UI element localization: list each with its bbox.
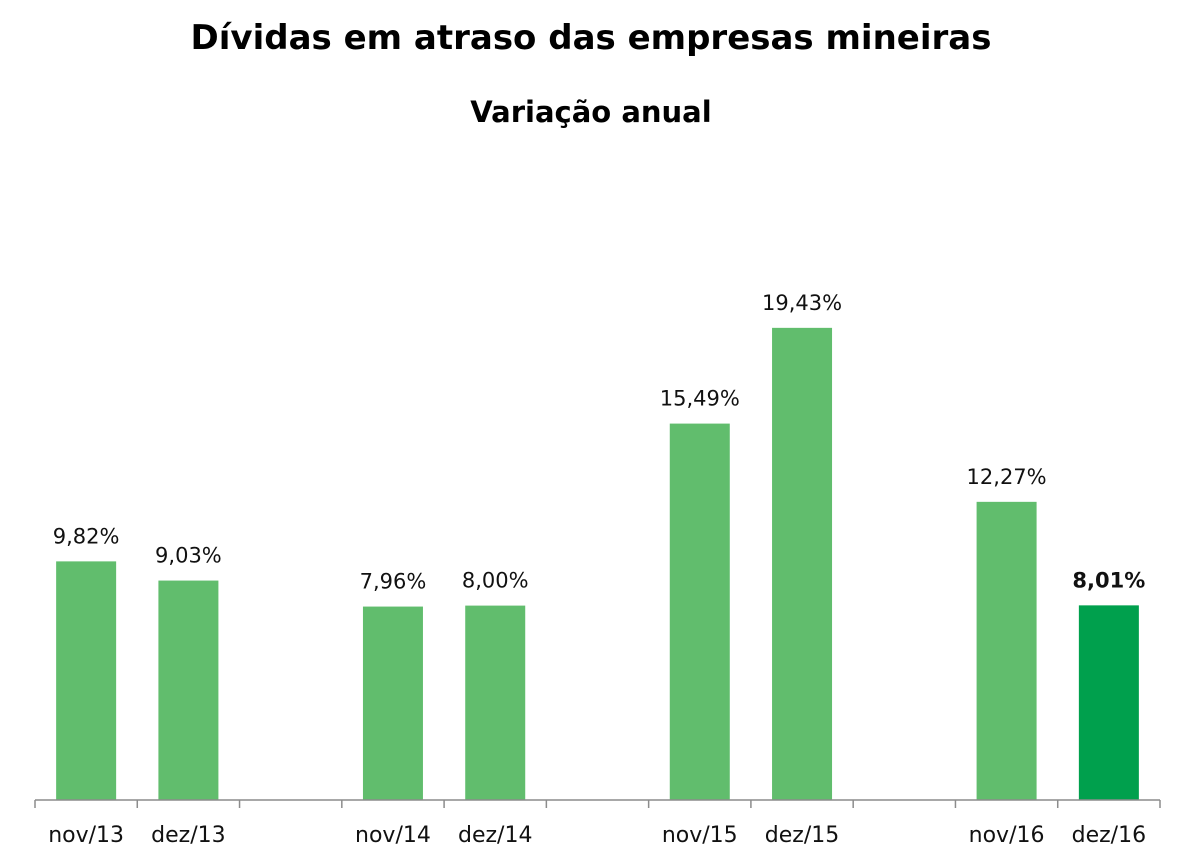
bar-dez-14: [465, 605, 526, 800]
data-label: 15,49%: [660, 387, 740, 411]
x-tick-label: nov/13: [48, 823, 124, 848]
x-tick-label: nov/16: [969, 823, 1045, 848]
x-tick-label: dez/16: [1072, 823, 1146, 848]
bar-dez-15: [772, 327, 833, 800]
data-label: 9,03%: [155, 544, 222, 568]
x-axis: [34, 799, 1161, 808]
x-tick-label: dez/14: [458, 823, 532, 848]
bar-nov-14: [362, 606, 423, 800]
chart-title: Dívidas em atraso das empresas mineiras: [190, 18, 992, 58]
bar-nov-15: [669, 423, 730, 800]
data-label: 7,96%: [360, 570, 427, 594]
x-tick-label: dez/15: [765, 823, 839, 848]
value-labels-group: 9,82% 9,03% 7,96% 8,00% 15,49% 19,43% 12,27% 8,…: [53, 291, 1146, 594]
data-label: 19,43%: [762, 291, 842, 315]
bars-group: [56, 327, 1139, 800]
bar-dez-16: [1078, 605, 1139, 800]
data-label: 8,01%: [1072, 568, 1145, 592]
x-tick-label: nov/14: [355, 823, 431, 848]
chart-subtitle: Variação anual: [470, 95, 712, 129]
bar-nov-13: [56, 561, 117, 800]
bar-dez-13: [158, 580, 219, 800]
x-tick-labels-group: nov/13 dez/13 nov/14 dez/14 nov/15 dez/15 nov/…: [48, 823, 1146, 848]
x-tick-label: dez/13: [151, 823, 225, 848]
bar-nov-16: [976, 501, 1037, 800]
data-label: 12,27%: [967, 465, 1047, 489]
data-label: 8,00%: [462, 569, 529, 593]
data-label: 9,82%: [53, 524, 120, 548]
x-tick-label: nov/15: [662, 823, 738, 848]
